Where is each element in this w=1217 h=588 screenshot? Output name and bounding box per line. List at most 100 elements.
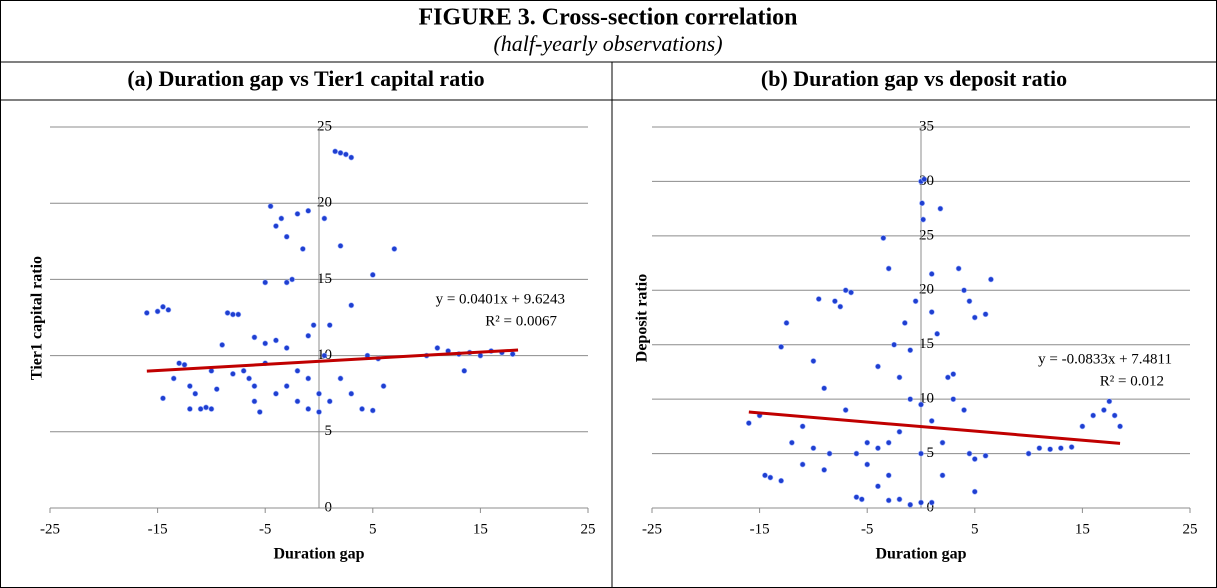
y-tick-label: 15 (919, 336, 934, 352)
point (1090, 412, 1097, 419)
point (1079, 423, 1086, 430)
point (160, 395, 166, 402)
point (278, 215, 285, 222)
point (305, 375, 312, 382)
point (907, 501, 914, 508)
point (912, 298, 919, 305)
point (1111, 412, 1118, 419)
point (810, 358, 817, 364)
y-tick-label: 5 (927, 445, 935, 461)
point (192, 390, 199, 397)
point (321, 352, 328, 359)
point (875, 483, 881, 490)
point (337, 242, 344, 249)
y-tick-label: 0 (325, 499, 333, 515)
point (928, 499, 935, 506)
point (853, 450, 860, 457)
point (826, 450, 833, 457)
point (273, 337, 279, 344)
point (321, 215, 328, 222)
point (391, 246, 398, 252)
point (1068, 444, 1075, 450)
point (143, 310, 150, 316)
point (230, 311, 236, 318)
point (240, 367, 247, 374)
point (299, 246, 306, 252)
point (745, 420, 752, 426)
point (842, 287, 849, 294)
point (251, 334, 258, 341)
panel-title: (a) Duration gap vs Tier1 capital ratio (127, 66, 484, 91)
point (1036, 445, 1043, 452)
point (283, 279, 290, 286)
x-tick-label: 25 (581, 521, 596, 537)
point (1057, 445, 1064, 452)
point (283, 383, 290, 389)
point (208, 406, 215, 412)
point (971, 456, 978, 462)
figure-title: FIGURE 3. Cross-section correlation (418, 5, 797, 31)
point (919, 200, 925, 207)
point (864, 439, 871, 446)
point (928, 271, 935, 277)
point (186, 406, 193, 412)
trendline-equation: R² = 0.0067 (485, 313, 557, 329)
point (224, 310, 231, 316)
trendline (146, 348, 519, 373)
point (283, 233, 290, 240)
point (875, 445, 881, 452)
point (213, 386, 220, 393)
point (1025, 450, 1032, 457)
point (461, 367, 468, 374)
point (778, 477, 785, 484)
point (165, 306, 172, 313)
point (1101, 407, 1107, 413)
point (885, 472, 892, 479)
point (788, 439, 795, 446)
point (348, 302, 355, 309)
point (273, 223, 279, 229)
point (907, 396, 914, 403)
point (326, 398, 333, 405)
point (337, 150, 344, 156)
y-tick-label: 20 (919, 282, 934, 298)
point (305, 406, 312, 412)
point (950, 396, 957, 403)
point (251, 383, 258, 389)
point (934, 330, 941, 337)
point (267, 203, 274, 210)
y-tick-label: 20 (317, 195, 332, 211)
point (359, 406, 365, 412)
panel-title: (b) Duration gap vs deposit ratio (761, 66, 1067, 91)
point (294, 398, 301, 405)
x-axis-title: Duration gap (875, 546, 966, 563)
point (348, 390, 355, 397)
point (939, 439, 946, 446)
point (305, 207, 312, 214)
point (821, 385, 828, 392)
point (294, 367, 301, 374)
point (901, 320, 908, 326)
point (937, 205, 944, 212)
point (848, 289, 854, 296)
point (176, 360, 183, 367)
point (337, 375, 344, 382)
point (939, 472, 946, 479)
point (203, 404, 209, 411)
point (230, 370, 236, 377)
point (896, 428, 903, 435)
point (262, 340, 269, 347)
point (880, 235, 887, 241)
point (170, 375, 177, 382)
x-tick-label: -25 (40, 521, 60, 537)
point (369, 271, 376, 278)
x-tick-label: -25 (642, 521, 662, 537)
point (1117, 423, 1123, 430)
point (885, 265, 892, 272)
point (920, 216, 927, 223)
point (219, 342, 226, 348)
point (477, 352, 484, 359)
point (921, 176, 928, 183)
point (810, 445, 817, 452)
